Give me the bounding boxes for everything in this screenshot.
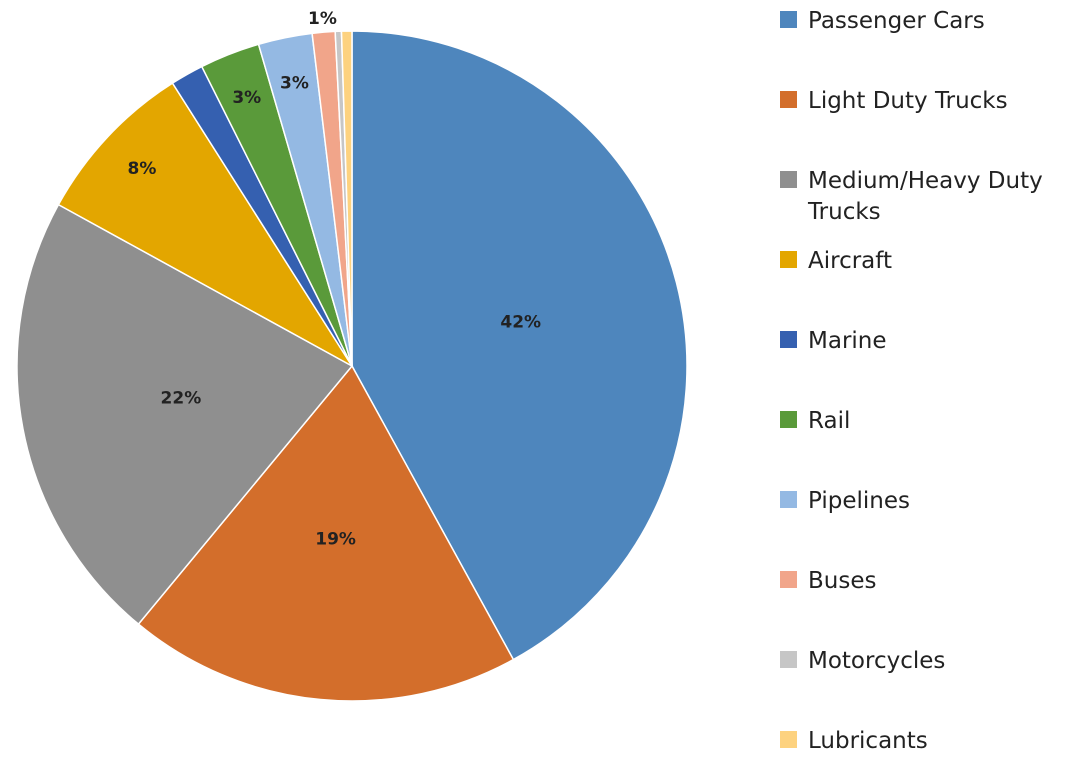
legend-label: Pipelines xyxy=(808,488,910,514)
legend-swatch xyxy=(780,331,797,348)
legend: Passenger Cars Light Duty Trucks Medium/He… xyxy=(780,0,1080,754)
pie-slice xyxy=(16,203,354,626)
legend-swatch xyxy=(780,491,797,508)
legend-swatch xyxy=(780,731,797,748)
legend-entry: Pipelines xyxy=(780,486,1070,517)
pie-slice xyxy=(57,82,353,367)
legend-label: Marine xyxy=(808,328,887,354)
legend-entry: Motorcycles xyxy=(780,646,1070,677)
slice-label: 8% xyxy=(128,159,157,179)
legend-label: Rail xyxy=(808,408,851,434)
legend-swatch xyxy=(780,11,797,28)
slice-label: 42% xyxy=(500,313,541,333)
legend-entry: Marine xyxy=(780,326,1070,357)
legend-swatch xyxy=(780,91,797,108)
pie-slice xyxy=(351,30,688,661)
legend-label: Passenger Cars xyxy=(808,8,985,34)
legend-label: Light Duty Trucks xyxy=(808,88,1008,114)
slice-label: 22% xyxy=(161,389,202,409)
slice-label: 3% xyxy=(280,74,309,94)
legend-label: Lubricants xyxy=(808,728,928,754)
legend-label: Motorcycles xyxy=(808,648,946,674)
pie-slice xyxy=(137,364,515,702)
legend-swatch xyxy=(780,411,797,428)
slice-label: 1% xyxy=(308,9,337,29)
legend-entry: Medium/Heavy Duty Trucks xyxy=(780,166,1070,228)
legend-entry: Rail xyxy=(780,406,1070,437)
legend-swatch xyxy=(780,571,797,588)
legend-label: Medium/Heavy Duty Trucks xyxy=(808,168,1043,225)
legend-swatch xyxy=(780,171,797,188)
legend-swatch xyxy=(780,651,797,668)
legend-entry: Lubricants xyxy=(780,726,1070,757)
pie-chart: 42% 19% 22% 8% 3% 3% 1% xyxy=(16,9,688,702)
legend-entry: Light Duty Trucks xyxy=(780,86,1070,117)
legend-entry: Buses xyxy=(780,566,1070,597)
slice-label: 19% xyxy=(315,529,356,549)
legend-label: Aircraft xyxy=(808,248,892,274)
legend-swatch xyxy=(780,251,797,268)
legend-entry: Passenger Cars xyxy=(780,6,1070,37)
legend-label: Buses xyxy=(808,568,877,594)
slice-label: 3% xyxy=(232,88,261,108)
legend-entry: Aircraft xyxy=(780,246,1070,277)
pie-slice xyxy=(340,30,353,367)
